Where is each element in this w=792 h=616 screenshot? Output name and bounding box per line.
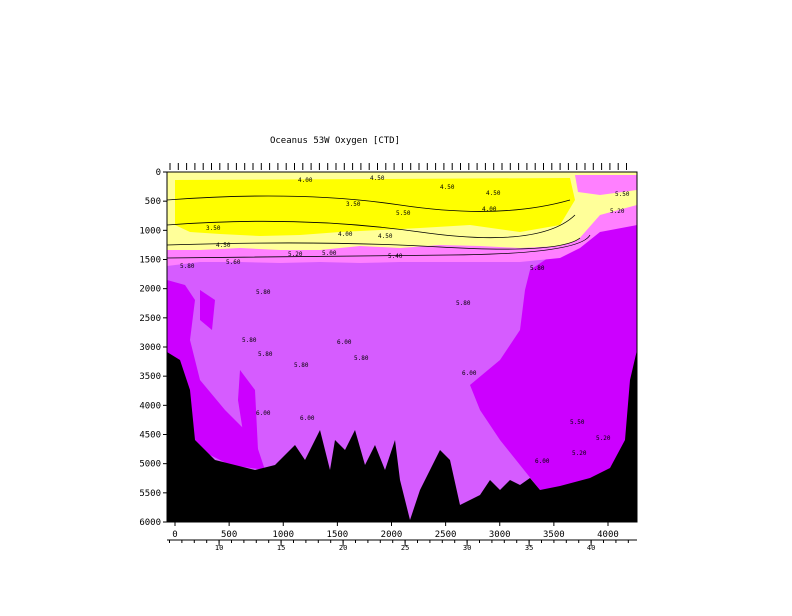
x-tick-label: 0 (172, 530, 177, 540)
contour-label: 5.50 (396, 210, 411, 217)
contour-label: 4.50 (440, 184, 455, 191)
x2-tick-label: 10 (215, 544, 223, 552)
x-tick-label: 3500 (543, 530, 565, 540)
contour-label: 3.50 (346, 201, 361, 208)
contour-line (166, 195, 591, 259)
contour-label: 5.20 (596, 435, 611, 442)
band-magenta (470, 215, 637, 490)
contour-label: 5.20 (610, 208, 625, 215)
contour-label: 4.00 (482, 206, 497, 213)
contour-label: 5.80 (294, 362, 309, 369)
band-magenta-patch (238, 370, 258, 450)
contour-label: 3.50 (206, 225, 221, 232)
band-pink-top (575, 175, 637, 195)
y-tick-label: 3000 (139, 343, 161, 353)
contour-label: 5.80 (180, 263, 195, 270)
field (166, 172, 637, 522)
y-tick-label: 1000 (139, 226, 161, 236)
contour-label: 5.60 (226, 259, 241, 266)
y-tick-label: 1500 (139, 256, 161, 266)
y-tick-label: 4000 (139, 401, 161, 411)
contour-label: 5.80 (258, 351, 273, 358)
contour-label: 5.20 (572, 450, 587, 457)
contour-label: 5.00 (322, 250, 337, 257)
x2-tick-label: 25 (401, 544, 409, 552)
y-tick-label: 500 (145, 197, 161, 207)
bathymetry (167, 350, 637, 522)
contour-label: 5.80 (530, 265, 545, 272)
y-tick-label: 6000 (139, 518, 161, 528)
contour-label: 5.50 (615, 191, 630, 198)
chart-title: Oceanus 53W Oxygen [CTD] (270, 136, 400, 146)
contour-label: 5.80 (256, 289, 271, 296)
contour-label: 6.00 (462, 370, 477, 377)
x-tick-label: 1000 (272, 530, 294, 540)
contour-label: 4.50 (378, 233, 393, 240)
contour-label: 6.00 (300, 415, 315, 422)
contour-label: 4.00 (338, 231, 353, 238)
contour-label: 4.00 (298, 177, 313, 184)
band-magenta-patch (200, 290, 215, 330)
contour-label: 4.50 (486, 190, 501, 197)
x-tick-label: 2500 (435, 530, 457, 540)
x-tick-label: 3000 (489, 530, 511, 540)
contour-label: 6.00 (337, 339, 352, 346)
x-tick-label: 4000 (597, 530, 619, 540)
y-tick-label: 5500 (139, 489, 161, 499)
x-tick-label: 1500 (327, 530, 349, 540)
contour-label: 6.00 (535, 458, 550, 465)
y-tick-label: 5000 (139, 460, 161, 470)
contour-label: 5.80 (242, 337, 257, 344)
x2-tick-label: 15 (277, 544, 285, 552)
contour-label: 4.50 (370, 175, 385, 182)
y-tick-label: 2500 (139, 314, 161, 324)
contour-label: 5.40 (388, 253, 403, 260)
x2-tick-label: 35 (525, 544, 533, 552)
x2-tick-label: 30 (463, 544, 471, 552)
x-tick-label: 2000 (381, 530, 403, 540)
band-yellow (175, 178, 575, 236)
contour-label: 5.50 (570, 419, 585, 426)
y-tick-label: 4500 (139, 431, 161, 441)
y-tick-label: 0 (156, 168, 161, 178)
contour-label: 4.50 (216, 242, 231, 249)
y-tick-label: 2000 (139, 285, 161, 295)
x2-tick-label: 40 (587, 544, 595, 552)
contour-label: 5.20 (288, 251, 303, 258)
x-tick-label: 500 (221, 530, 237, 540)
y-tick-label: 3500 (139, 372, 161, 382)
contour-label: 6.00 (256, 410, 271, 417)
x2-tick-label: 20 (339, 544, 347, 552)
contour-label: 5.80 (456, 300, 471, 307)
contour-label: 5.80 (354, 355, 369, 362)
